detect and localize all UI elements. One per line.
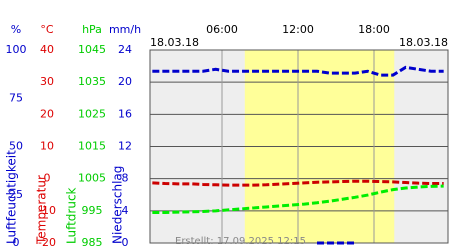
y-tick-label: 10 [40, 140, 54, 153]
series-line [152, 179, 444, 187]
axis-title: Niederschlag [111, 166, 125, 244]
y-tick-label: 0 [44, 172, 51, 185]
y-tick-label: 75 [9, 91, 23, 104]
date-left: 18.03.18 [150, 36, 199, 49]
x-tick-label: 18:00 [358, 23, 390, 36]
x-tick-label: 06:00 [206, 23, 238, 36]
y-tick-label: -20 [38, 236, 56, 249]
y-tick-label: 1015 [78, 140, 106, 153]
y-tick-label: 0 [13, 236, 20, 249]
date-right: 18.03.18 [399, 36, 448, 49]
y-tick-label: 100 [6, 43, 27, 56]
axis-title: Luftdruck [65, 187, 79, 244]
y-tick-label: 985 [82, 236, 103, 249]
axis-unit: mm/h [109, 23, 141, 36]
y-tick-label: 20 [118, 75, 132, 88]
y-tick-label: 0 [122, 236, 129, 249]
y-tick-label: 1025 [78, 107, 106, 120]
y-tick-label: 4 [122, 204, 129, 217]
y-tick-label: 995 [82, 204, 103, 217]
y-tick-label: 12 [118, 140, 132, 153]
axis-unit: °C [40, 23, 54, 36]
y-tick-label: 40 [40, 43, 54, 56]
series-line [152, 184, 444, 214]
created-note: Erstellt: 17.09.2025 12:15 [175, 236, 306, 247]
y-tick-label: 8 [122, 172, 129, 185]
y-tick-label: 24 [118, 43, 132, 56]
series-line [152, 65, 444, 77]
y-tick-label: 20 [40, 107, 54, 120]
axis-title: Temperatur [35, 175, 49, 245]
axis-unit: % [11, 23, 21, 36]
y-tick-label: 1045 [78, 43, 106, 56]
y-tick-label: 30 [40, 75, 54, 88]
axis-title: Luftfeuchtigkeit [5, 150, 19, 244]
y-tick-label: -10 [38, 204, 56, 217]
y-tick-label: 25 [9, 188, 23, 201]
y-tick-label: 1035 [78, 75, 106, 88]
x-tick-label: 12:00 [282, 23, 314, 36]
y-tick-label: 50 [9, 140, 23, 153]
axis-unit: hPa [82, 23, 102, 36]
y-tick-label: 1005 [78, 172, 106, 185]
plot-border [149, 49, 449, 244]
y-tick-label: 16 [118, 107, 132, 120]
